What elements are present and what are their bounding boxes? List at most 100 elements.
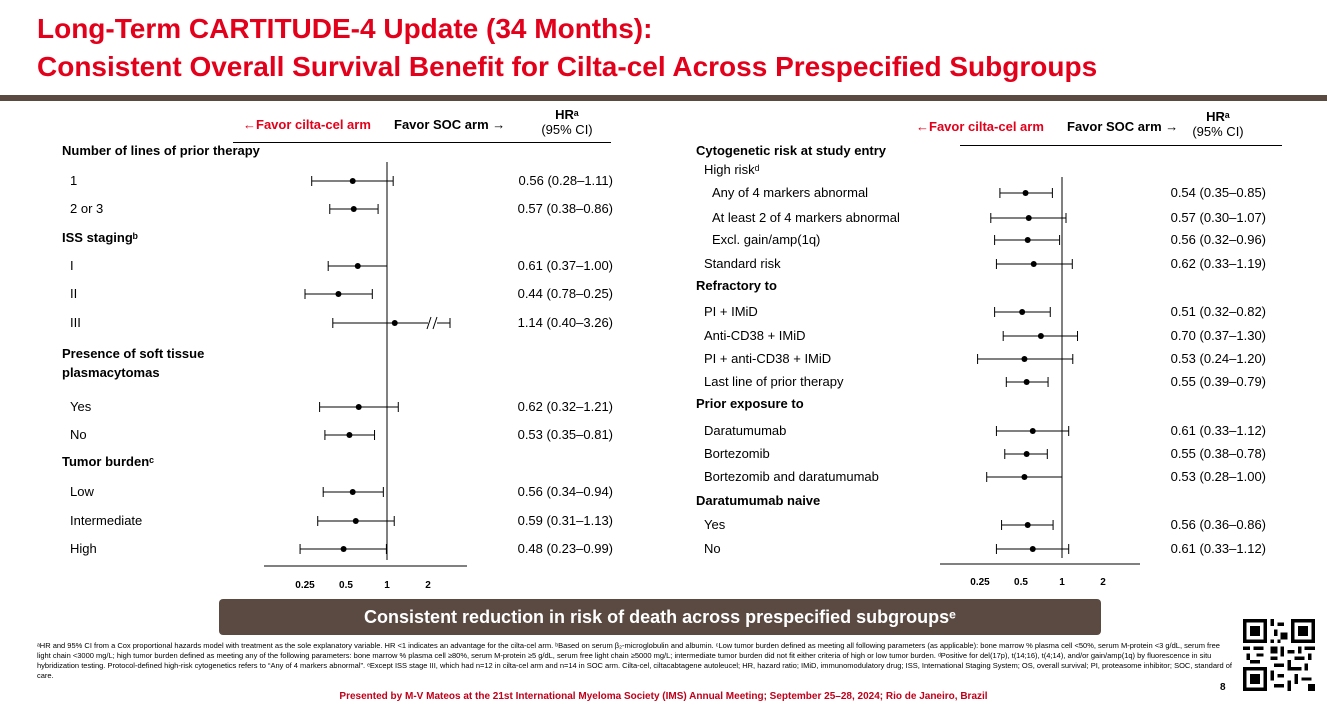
x-tick-label: 1 [1059, 577, 1065, 588]
x-tick-label: 0.5 [339, 580, 353, 591]
hr-point [340, 546, 347, 552]
hr-label-right: HRᵃ [1206, 109, 1230, 124]
hr-point [349, 489, 356, 495]
hr-point [391, 320, 398, 326]
hr-ci-value: 0.61 (0.33–1.12) [1170, 541, 1266, 556]
subgroup-header: Prior exposure to [696, 396, 804, 411]
hr-ci-value: 0.53 (0.28–1.00) [1170, 469, 1266, 484]
hr-point [1019, 309, 1026, 315]
hr-point [1023, 451, 1030, 457]
footnotes: ᵃHR and 95% CI from a Cox proportional h… [37, 641, 1233, 680]
hr-point [1030, 261, 1037, 267]
ci-label-left: (95% CI) [541, 122, 593, 137]
subgroup-label: Low [70, 484, 94, 499]
subgroup-label: Bortezomib [704, 446, 770, 461]
x-tick-label: 1 [384, 580, 390, 591]
hr-ci-value: 0.61 (0.33–1.12) [1170, 423, 1266, 438]
subgroup-label: PI + anti-CD38 + IMiD [704, 351, 832, 366]
hr-ci-value: 0.57 (0.30–1.07) [1170, 210, 1266, 225]
hr-ci-value: 0.59 (0.31–1.13) [517, 513, 613, 528]
hr-ci-value: 0.55 (0.38–0.78) [1170, 446, 1266, 461]
favor-soc-label-left: Favor SOC arm → [394, 117, 506, 132]
hr-ci-value: 0.57 (0.38–0.86) [517, 201, 613, 216]
subgroup-label: No [704, 541, 721, 556]
hr-ci-value: 0.55 (0.39–0.79) [1170, 374, 1266, 389]
subgroup-label: At least 2 of 4 markers abnormal [712, 210, 900, 225]
x-tick-label: 2 [425, 580, 431, 591]
subgroup-label: Standard risk [704, 256, 781, 271]
hr-ci-value: 0.70 (0.37–1.30) [1170, 328, 1266, 343]
hr-point [355, 404, 362, 410]
x-tick-label: 0.25 [970, 577, 990, 588]
hr-point [1025, 215, 1032, 221]
favor-cilta-label-right: ←Favor cilta-cel arm [916, 119, 1044, 134]
hr-ci-value: 0.53 (0.35–0.81) [517, 427, 613, 442]
subgroup-header: Cytogenetic risk at study entry [696, 143, 886, 158]
hr-column-header-right: HRᵃ (95% CI) [1173, 109, 1263, 139]
subgroup-label: Last line of prior therapy [704, 374, 844, 389]
hr-ci-value: 0.56 (0.34–0.94) [517, 484, 613, 499]
hr-point [1021, 474, 1028, 480]
subgroup-label: Yes [70, 399, 92, 414]
subgroup-label: 1 [70, 173, 78, 188]
subgroup-header: Refractory to [696, 278, 777, 293]
axis-break-mark [426, 316, 432, 330]
hr-ci-value: 0.54 (0.35–0.85) [1170, 185, 1266, 200]
subgroup-header: ISS stagingᵇ [62, 230, 138, 245]
axis-break-mark [432, 316, 438, 330]
hr-ci-value: 0.61 (0.37–1.00) [517, 258, 613, 273]
ci-label-right: (95% CI) [1192, 124, 1244, 139]
header-rule-left [233, 142, 611, 143]
subgroup-header: plasmacytomas [62, 365, 160, 380]
hr-point [1029, 546, 1036, 552]
subgroup-label: Any of 4 markers abnormal [712, 185, 869, 200]
hr-point [1023, 379, 1030, 385]
hr-point [349, 178, 356, 184]
conclusion-banner: Consistent reduction in risk of death ac… [219, 599, 1101, 635]
hr-ci-value: 0.56 (0.32–0.96) [1170, 232, 1266, 247]
hr-ci-value: 0.44 (0.78–0.25) [517, 286, 613, 301]
hr-ci-value: 1.14 (0.40–3.26) [517, 315, 613, 330]
hr-ci-value: 0.51 (0.32–0.82) [1170, 304, 1266, 319]
axis-break-gap [428, 321, 437, 325]
subgroup-label: Daratumumab [704, 423, 787, 438]
hr-ci-value: 0.53 (0.24–1.20) [1170, 351, 1266, 366]
presented-by: Presented by M-V Mateos at the 21st Inte… [339, 691, 988, 702]
hr-ci-value: 0.56 (0.28–1.11) [518, 173, 613, 188]
hr-point [1021, 356, 1028, 362]
subgroup-label: III [70, 315, 81, 330]
header-rule-right [960, 145, 1282, 146]
subgroup-label: Bortezomib and daratumumab [704, 469, 879, 484]
subgroup-label: PI + IMiD [704, 304, 758, 319]
hr-point [354, 263, 361, 269]
hr-column-header-left: HRᵃ (95% CI) [522, 107, 612, 137]
hr-point [352, 518, 359, 524]
hr-point [346, 432, 353, 438]
hr-ci-value: 0.48 (0.23–0.99) [517, 541, 613, 556]
subgroup-header: Tumor burdenᶜ [62, 454, 155, 469]
subgroup-label: No [70, 427, 87, 442]
hr-point [1037, 333, 1044, 339]
subgroup-label: 2 or 3 [70, 201, 104, 216]
page-number: 8 [1220, 682, 1226, 693]
hr-point [1024, 522, 1031, 528]
hr-ci-value: 0.62 (0.32–1.21) [517, 399, 613, 414]
subgroup-label: High [70, 541, 97, 556]
subgroup-label: Anti-CD38 + IMiD [704, 328, 806, 343]
subgroup-label: High riskᵈ [704, 162, 760, 177]
x-tick-label: 0.5 [1014, 577, 1028, 588]
slide-title-line-2: Consistent Overall Survival Benefit for … [37, 51, 1098, 82]
hr-point [335, 291, 342, 297]
title-divider [0, 95, 1327, 101]
qr-code-icon[interactable] [1243, 619, 1315, 691]
hr-point [350, 206, 357, 212]
favor-cilta-label-left: ←Favor cilta-cel arm [243, 117, 371, 132]
slide-title-line-1: Long-Term CARTITUDE-4 Update (34 Months)… [37, 13, 653, 44]
subgroup-header: Daratumumab naive [696, 493, 821, 508]
x-tick-label: 0.25 [295, 580, 315, 591]
hr-ci-value: 0.56 (0.36–0.86) [1170, 517, 1266, 532]
subgroup-label: Excl. gain/amp(1q) [712, 232, 821, 247]
hr-point [1029, 428, 1036, 434]
hr-point [1024, 237, 1031, 243]
hr-label-left: HRᵃ [555, 107, 579, 122]
